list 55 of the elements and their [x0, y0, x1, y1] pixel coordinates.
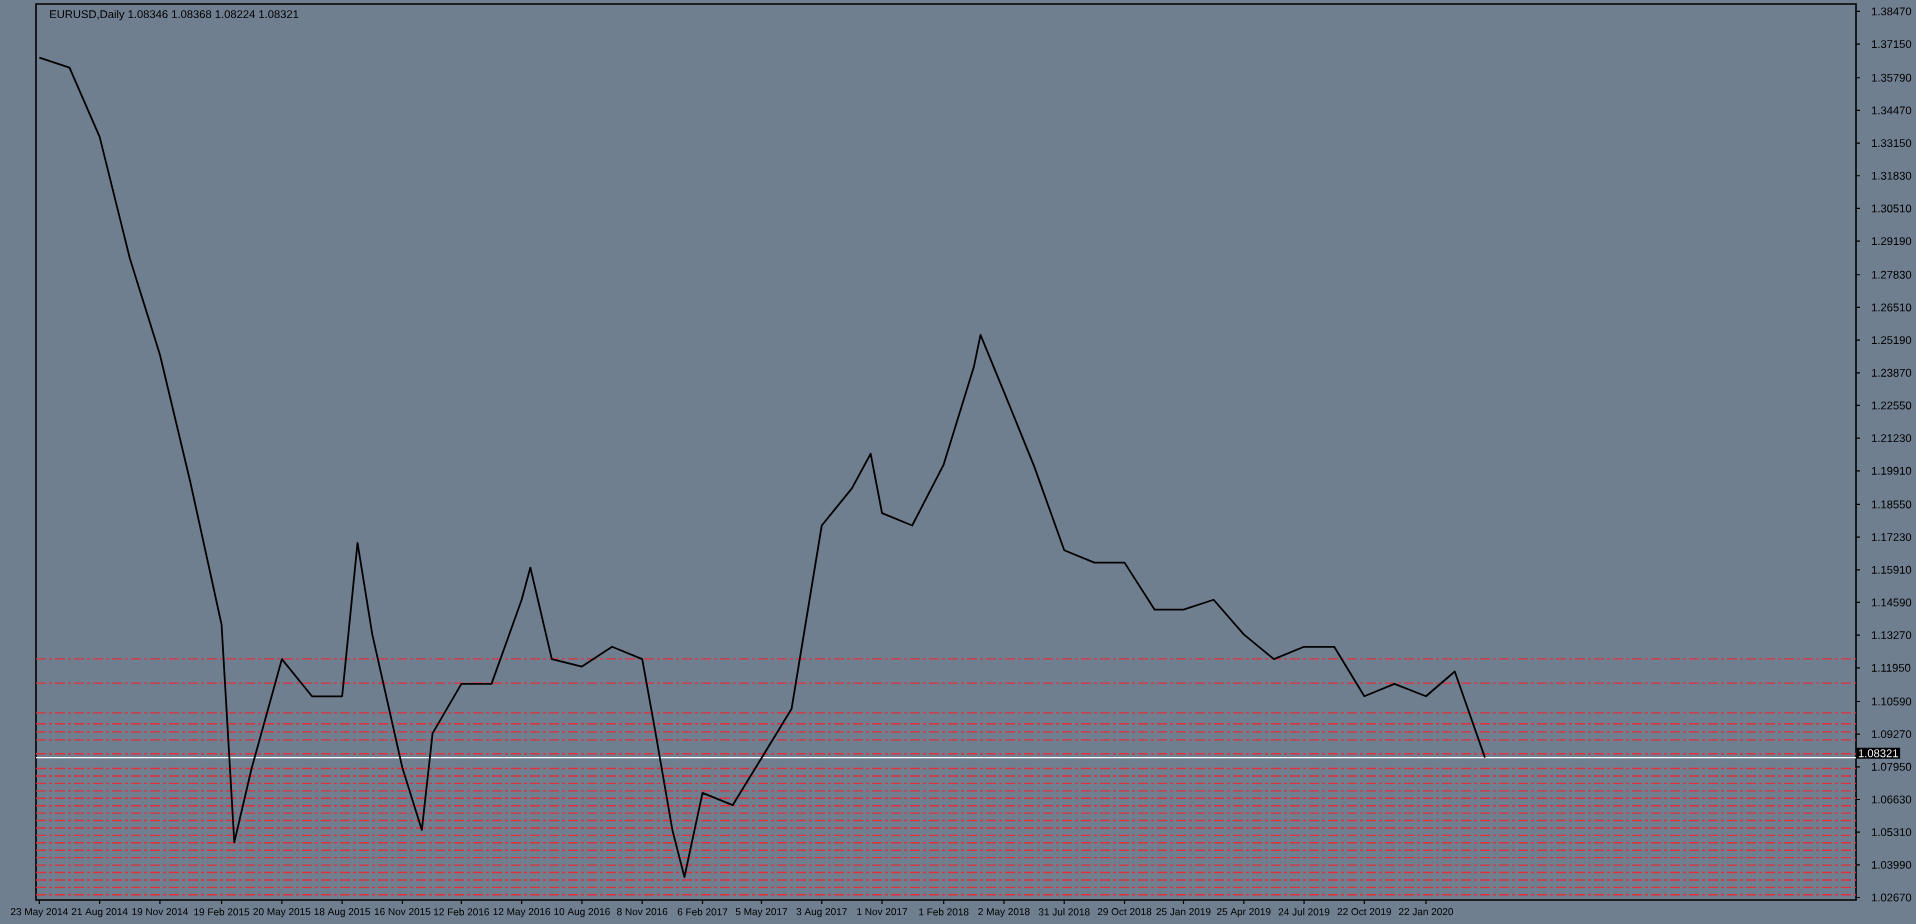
x-tick-label: 23 May 2014 [10, 908, 68, 918]
x-tick-label: 19 Nov 2014 [132, 908, 188, 916]
y-tick-label: 1.34470 [1871, 106, 1912, 115]
x-tick-label: 21 Aug 2014 [71, 908, 128, 918]
y-tick-label: 1.38470 [1871, 7, 1912, 16]
y-tick-label: 1.26510 [1871, 303, 1912, 312]
y-tick-label: 1.03990 [1871, 860, 1912, 869]
y-tick-label: 1.30510 [1871, 204, 1912, 213]
y-tick-label: 1.06630 [1871, 795, 1912, 804]
x-tick-label: 25 Jan 2019 [1156, 908, 1211, 916]
x-tick-label: 22 Jan 2020 [1398, 908, 1454, 916]
x-tick-label: 10 Aug 2016 [554, 908, 610, 918]
y-tick-label: 1.11950 [1871, 663, 1911, 672]
x-tick-label: 6 Feb 2017 [677, 908, 728, 916]
y-tick-label: 1.23870 [1871, 368, 1912, 377]
y-tick-label: 1.15910 [1871, 565, 1912, 574]
x-tick-label: 2 May 2018 [978, 908, 1030, 918]
y-tick-label: 1.27830 [1871, 270, 1912, 279]
x-tick-label: 12 Feb 2016 [434, 908, 489, 916]
x-tick-label: 22 Oct 2019 [1337, 908, 1392, 916]
line-series [38, 56, 1486, 878]
y-tick-label: 1.02670 [1871, 893, 1912, 902]
x-tick-label: 20 May 2015 [253, 908, 311, 918]
x-tick-label: 1 Feb 2018 [919, 908, 969, 916]
chart-title: EURUSD,Daily 1.08346 1.08368 1.08224 1.08321 [50, 9, 299, 21]
y-tick-label: 1.14590 [1871, 598, 1912, 607]
x-tick-label: 12 May 2016 [493, 908, 551, 918]
y-tick-label: 1.07950 [1871, 762, 1912, 771]
x-tick-label: 24 Jul 2019 [1278, 908, 1330, 916]
y-tick-label: 1.35790 [1871, 73, 1912, 82]
y-tick-label: 1.18550 [1871, 500, 1912, 509]
y-tick-label: 1.17230 [1871, 533, 1912, 542]
x-tick-label: 1 Nov 2017 [857, 908, 908, 916]
y-tick-label: 1.29190 [1871, 237, 1912, 246]
y-tick-label: 1.25190 [1871, 336, 1912, 345]
y-tick-label: 1.05310 [1871, 828, 1912, 837]
y-tick-label: 1.19910 [1871, 466, 1912, 475]
x-tick-label: 19 Feb 2015 [194, 908, 250, 916]
x-tick-label: 5 May 2017 [735, 908, 788, 918]
y-tick-label: 1.33150 [1871, 139, 1912, 148]
ref-line-label: 1.08321 [1858, 749, 1898, 758]
x-tick-label: 16 Nov 2015 [374, 908, 431, 916]
x-tick-label: 8 Nov 2016 [617, 908, 668, 916]
x-tick-label: 18 Aug 2015 [314, 908, 371, 918]
x-tick-label: 3 Aug 2017 [796, 908, 847, 918]
y-tick-label: 1.21230 [1871, 434, 1912, 443]
x-tick-label: 29 Oct 2018 [1097, 908, 1152, 916]
y-tick-label: 1.37150 [1871, 40, 1912, 49]
y-tick-label: 1.13270 [1871, 631, 1912, 640]
x-tick-label: 25 Apr 2019 [1217, 908, 1271, 918]
y-tick-label: 1.09270 [1871, 730, 1912, 739]
y-tick-label: 1.31830 [1871, 171, 1912, 180]
x-tick-label: 31 Jul 2018 [1038, 908, 1090, 916]
y-tick-label: 1.22550 [1871, 401, 1912, 410]
y-tick-label: 1.10590 [1871, 697, 1912, 706]
